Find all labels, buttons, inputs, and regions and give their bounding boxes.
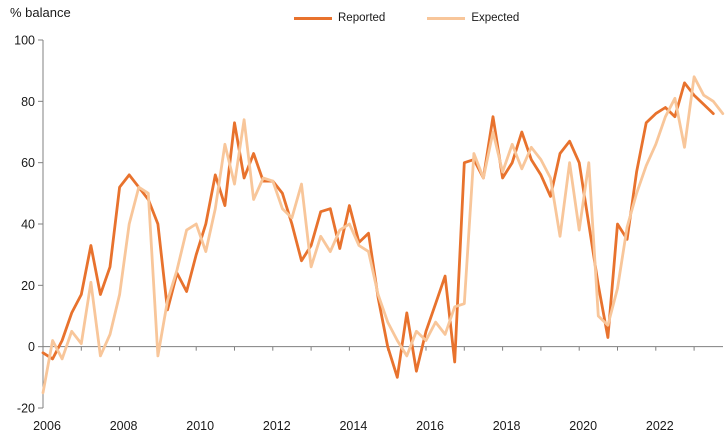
y-tick-label: 60	[21, 156, 35, 170]
y-axis-title: % balance	[10, 5, 71, 20]
x-tick-label: 2006	[33, 419, 61, 433]
x-tick-label: 2016	[416, 419, 444, 433]
reported-line	[41, 81, 715, 379]
x-tick-label: 2018	[493, 419, 521, 433]
legend-item-reported: Reported	[294, 12, 385, 24]
expected-legend-swatch	[427, 16, 466, 20]
expected-line	[41, 75, 725, 395]
legend-item-expected: Expected	[427, 12, 519, 24]
y-tick-label: 80	[21, 95, 35, 109]
y-tick-label: -20	[17, 402, 35, 416]
x-tick-label: 2014	[339, 419, 367, 433]
x-tick-label: 2020	[569, 419, 597, 433]
y-tick-label: 0	[28, 340, 35, 354]
x-tick-label: 2010	[186, 419, 214, 433]
reported-legend-label: Reported	[338, 12, 386, 24]
y-tick-label: 100	[14, 34, 35, 48]
x-tick-label: 2008	[110, 419, 138, 433]
chart-legend: Reported Expected	[294, 12, 519, 24]
expected-legend-label: Expected	[471, 12, 520, 24]
x-tick-label: 2022	[646, 419, 674, 433]
x-tick-label: 2012	[263, 419, 291, 433]
y-tick-label: 40	[21, 218, 35, 232]
y-tick-label: 20	[21, 279, 35, 293]
reported-legend-swatch	[294, 16, 332, 20]
